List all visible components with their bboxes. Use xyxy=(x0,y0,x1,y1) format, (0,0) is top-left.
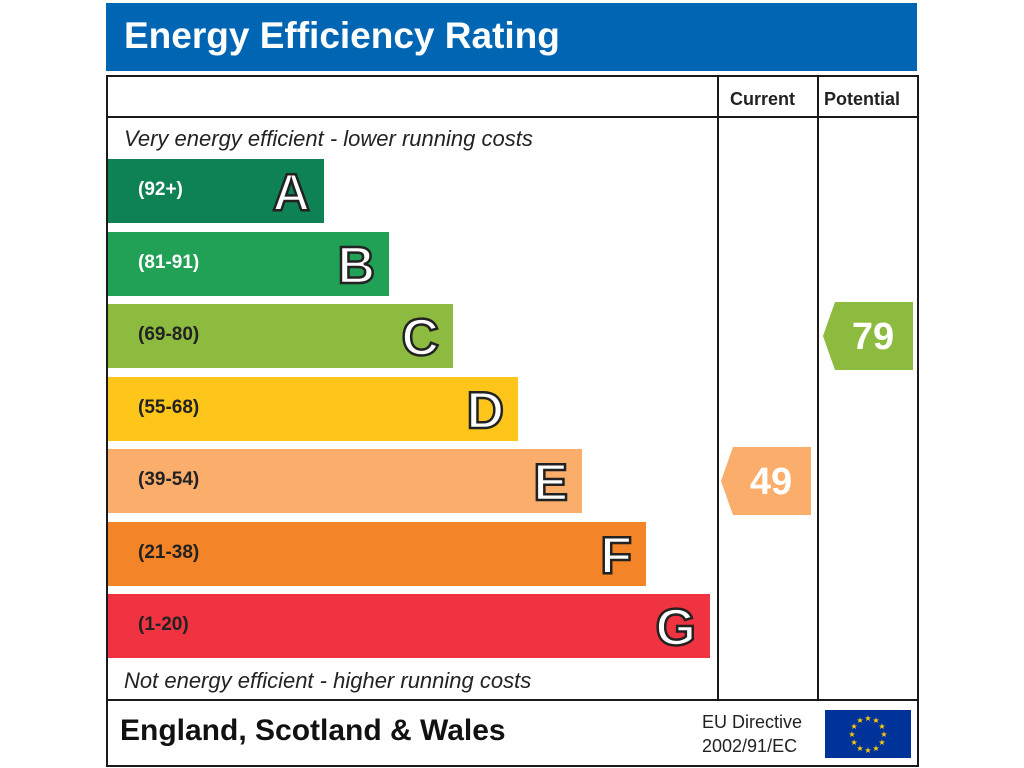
footer-directive: EU Directive 2002/91/EC xyxy=(702,710,802,758)
eu-flag-icon: ★ ★ ★ ★ ★ ★ ★ ★ ★ ★ ★ ★ xyxy=(825,710,911,758)
rating-band-a: (92+) A xyxy=(108,159,324,223)
band-letter: D xyxy=(465,380,505,441)
band-range-label: (39-54) xyxy=(138,469,200,490)
band-range-label: (81-91) xyxy=(138,251,200,273)
eu-star-icon: ★ xyxy=(872,744,879,753)
band-letter: B xyxy=(336,235,376,296)
band-letter: F xyxy=(599,525,633,586)
band-range-label: (69-80) xyxy=(138,324,200,345)
title-bar: Energy Efficiency Rating xyxy=(106,3,917,71)
band-range-label: (1-20) xyxy=(138,614,189,635)
rating-band-b: (81-91) B xyxy=(108,231,389,296)
band-range-label: (55-68) xyxy=(138,396,200,418)
rating-band-c: (69-80) C xyxy=(108,304,453,368)
current-rating-value: 49 xyxy=(750,461,792,503)
footer-divider xyxy=(108,699,917,701)
eu-star-icon: ★ xyxy=(864,746,871,755)
current-rating-arrow: 49 xyxy=(721,447,811,515)
eu-star-icon: ★ xyxy=(872,716,879,725)
top-caption: Very energy efficient - lower running co… xyxy=(124,126,533,151)
page-title: Energy Efficiency Rating xyxy=(124,15,560,56)
potential-column-divider xyxy=(817,77,819,701)
header-divider xyxy=(108,116,917,118)
eu-stars: ★ ★★★★★★★★★★★ xyxy=(848,714,887,755)
rating-band-g: (1-20) G xyxy=(108,594,710,658)
eu-star-icon: ★ xyxy=(864,714,871,723)
current-rating-arrow-shape xyxy=(721,447,811,515)
band-letter: E xyxy=(532,453,569,514)
potential-rating-arrow: 79 xyxy=(823,302,913,370)
eu-star-icon: ★ xyxy=(878,722,885,731)
eu-star-icon: ★ xyxy=(880,730,887,739)
rating-band-d: (55-68) D xyxy=(108,376,518,441)
potential-column-header: Potential xyxy=(824,89,901,109)
band-range-label: (21-38) xyxy=(138,541,200,563)
directive-line-1: EU Directive xyxy=(702,712,803,732)
eu-star-icon: ★ xyxy=(848,730,855,739)
eu-star-icon: ★ xyxy=(851,738,858,747)
eu-star-icon: ★ xyxy=(851,722,858,731)
footer-country: England, Scotland & Wales xyxy=(120,714,506,747)
band-letter: G xyxy=(654,598,697,659)
directive-line-2: 2002/91/EC xyxy=(702,736,798,756)
potential-rating-arrow-shape xyxy=(823,302,913,370)
rating-table: Current Potential Very energy efficient … xyxy=(106,75,919,767)
band-letter: C xyxy=(400,308,440,369)
rating-band-f: (21-38) F xyxy=(108,521,646,586)
eu-star-icon: ★ xyxy=(878,738,885,747)
potential-rating-value: 79 xyxy=(852,316,894,358)
current-column-divider xyxy=(717,77,719,701)
bottom-caption: Not energy efficient - higher running co… xyxy=(124,668,532,693)
band-range-label: (92+) xyxy=(138,179,183,200)
eu-star-icon: ★ xyxy=(856,716,863,725)
band-letter: A xyxy=(271,163,311,224)
eu-star-icon: ★ xyxy=(856,744,863,753)
current-column-header: Current xyxy=(730,89,796,109)
rating-band-e: (39-54) E xyxy=(108,449,582,513)
